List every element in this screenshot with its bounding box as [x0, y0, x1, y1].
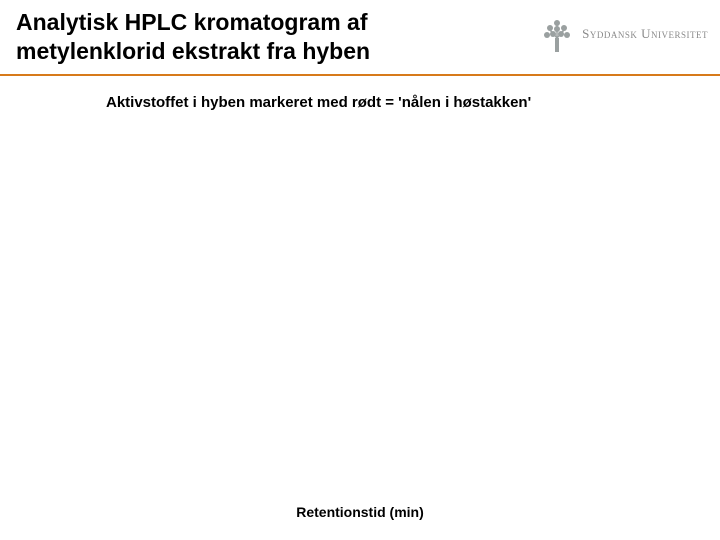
title-line-1: Analytisk HPLC kromatogram af	[16, 9, 367, 35]
university-logo: Syddansk Universitet	[540, 14, 708, 54]
subtitle: Aktivstoffet i hyben markeret med rødt =…	[106, 94, 720, 111]
chromatogram-chart	[80, 125, 640, 455]
header-divider	[0, 74, 720, 76]
x-axis-label: Retentionstid (min)	[0, 504, 720, 520]
header: Analytisk HPLC kromatogram af metylenklo…	[0, 0, 720, 72]
logo-text: Syddansk Universitet	[582, 26, 708, 42]
tree-icon	[540, 14, 574, 54]
title-line-2: metylenklorid ekstrakt fra hyben	[16, 38, 370, 64]
page-title: Analytisk HPLC kromatogram af metylenklo…	[12, 8, 452, 66]
